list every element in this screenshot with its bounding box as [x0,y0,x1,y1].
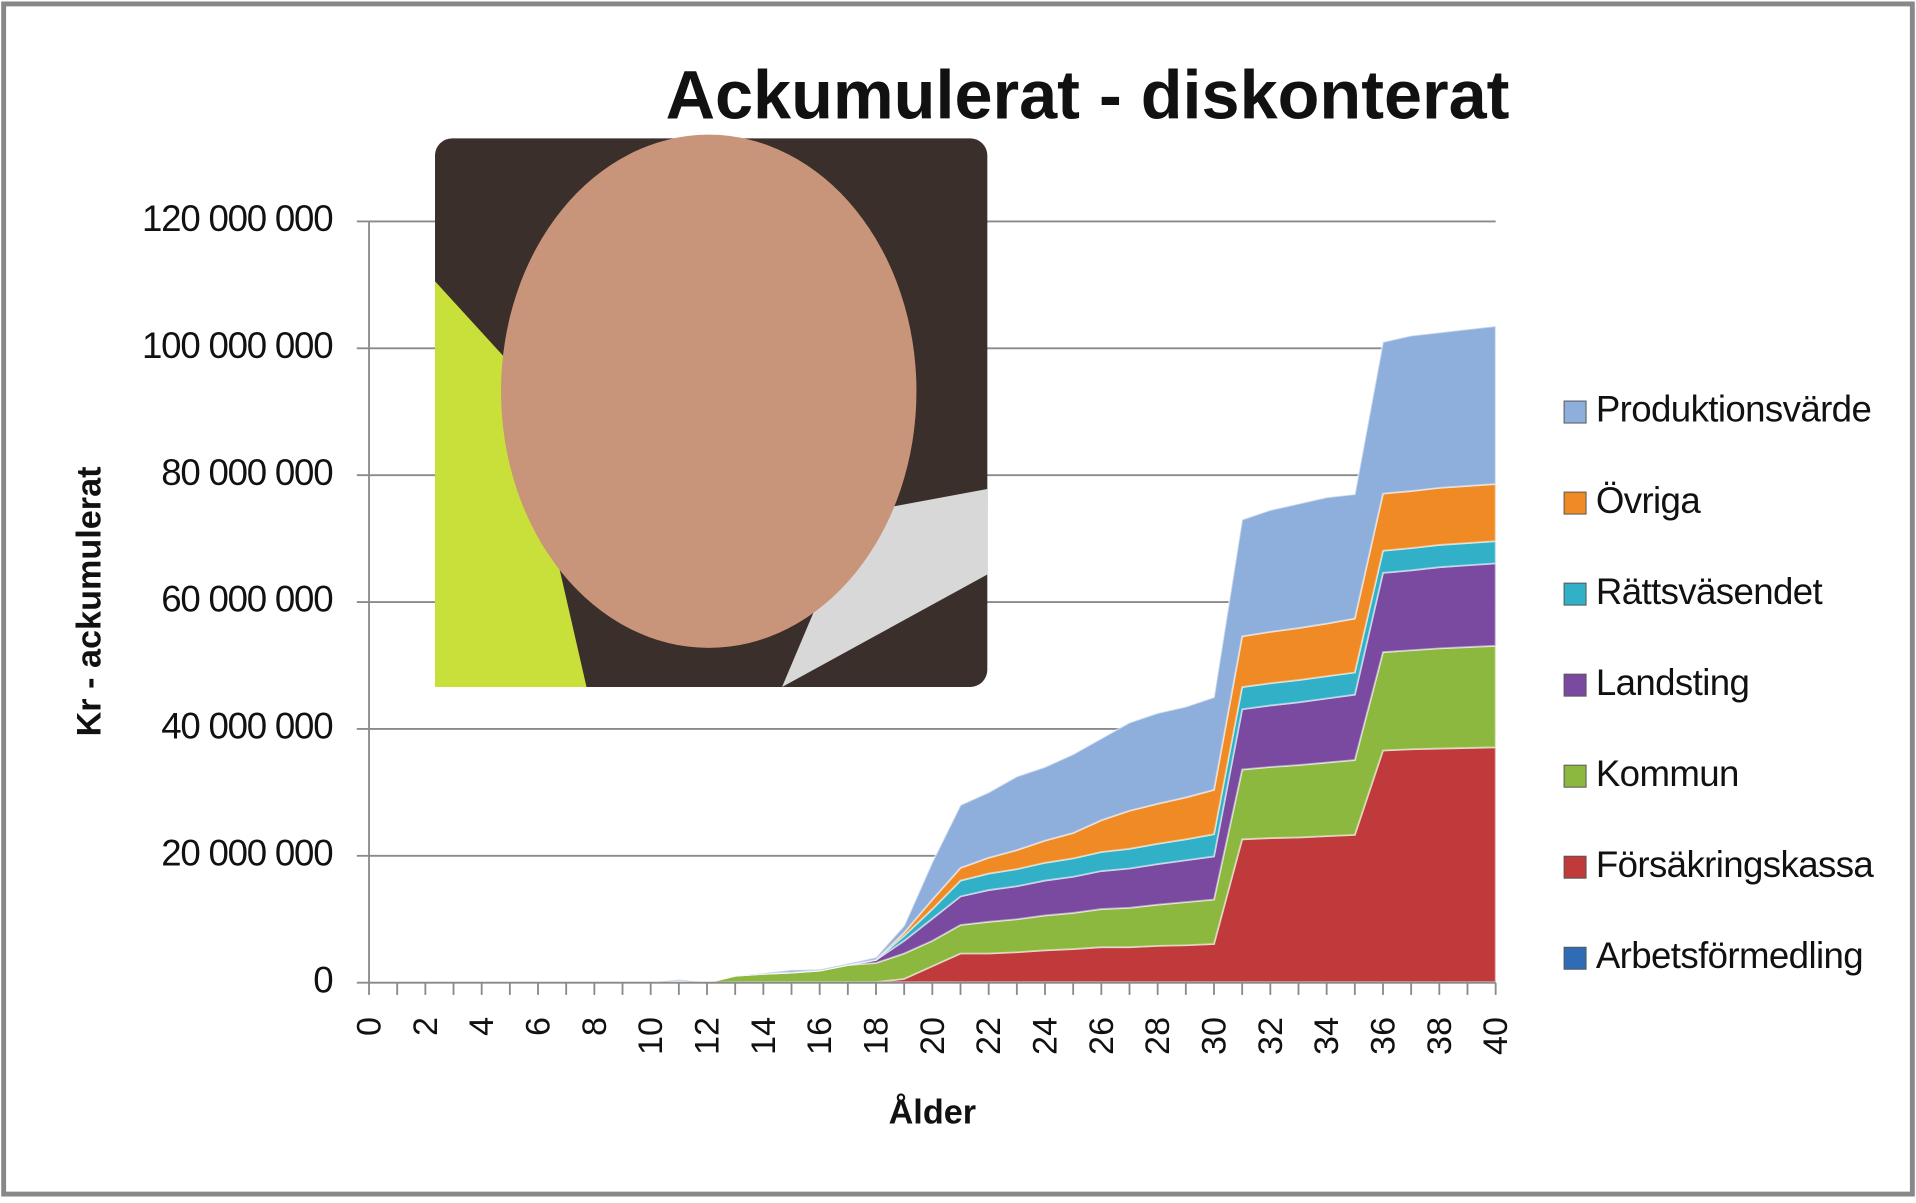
x-tick-label: 38 [1421,1017,1459,1055]
x-tick-label: 22 [970,1017,1008,1055]
y-tick-label: 80 000 000 [161,452,332,493]
x-tick-label: 20 [914,1017,952,1055]
legend-label: Arbetsförmedling [1596,935,1863,976]
legend-swatch [1564,492,1586,514]
x-tick-label: 8 [576,1017,614,1036]
legend-label: Försäkringskassa [1596,844,1875,885]
legend-label: Produktionsvärde [1596,389,1871,430]
page: {"chart_data": {"type": "stacked_area", … [0,0,1916,1203]
x-axis-label: Ålder [889,1092,976,1132]
x-tick-label: 6 [519,1017,557,1036]
x-tick-label: 0 [351,1017,389,1036]
x-tick-label: 16 [801,1017,839,1055]
chart-title: Ackumulerat - diskonterat [666,58,1510,134]
y-tick-label: 100 000 000 [142,325,332,366]
x-tick-label: 2 [407,1017,445,1036]
legend-label: Landsting [1596,662,1749,703]
y-axis-label: Kr - ackumulerat [71,466,109,736]
x-tick-label: 18 [857,1017,895,1055]
x-tick-label: 12 [688,1017,726,1055]
x-tick-label: 4 [463,1017,501,1036]
chart: Ackumulerat - diskonterat Kr - ackumuler… [0,0,1916,1198]
x-tick-label: 24 [1026,1017,1064,1055]
legend-swatch [1564,856,1586,878]
y-tick-label: 60 000 000 [161,579,332,620]
legend-swatch [1564,765,1586,787]
legend-label: Kommun [1596,753,1739,794]
y-tick-label: 120 000 000 [142,198,332,239]
x-tick-label: 30 [1195,1017,1233,1055]
legend-label: Övriga [1596,480,1701,521]
y-tick-label: 20 000 000 [161,832,332,873]
photo-face [501,135,916,648]
legend-swatch [1564,583,1586,605]
legend-label: Rättsväsendet [1596,571,1823,612]
x-tick-label: 36 [1364,1017,1402,1055]
x-tick-label: 14 [745,1017,783,1055]
x-tick-label: 26 [1083,1017,1121,1055]
x-tick-label: 32 [1252,1017,1290,1055]
x-tick-label: 10 [632,1017,670,1055]
legend-swatch [1564,947,1586,969]
y-tick-label: 40 000 000 [161,706,332,747]
legend-swatch [1564,674,1586,696]
x-tick-label: 34 [1308,1017,1346,1055]
x-tick-label: 40 [1477,1017,1515,1055]
photo [435,135,987,687]
x-tick-label: 28 [1139,1017,1177,1055]
y-tick-label: 0 [313,959,332,1000]
legend-swatch [1564,401,1586,423]
